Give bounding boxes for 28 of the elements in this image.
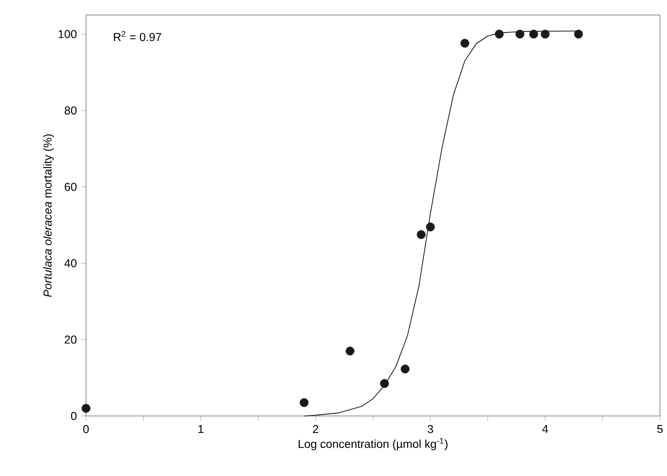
point — [494, 30, 504, 39]
point — [529, 30, 538, 39]
y-tick-label: 0 — [71, 412, 77, 420]
y-tick-label: 40 — [64, 259, 77, 268]
point — [540, 30, 550, 39]
point — [426, 222, 435, 232]
point — [400, 364, 410, 374]
x-tick-label: 2 — [312, 425, 318, 434]
y-axis-title: Portulaca oleracea mortality (%) — [43, 134, 54, 297]
x-tick-label: 1 — [198, 425, 204, 433]
y-tick-label: 60 — [64, 182, 77, 191]
annotation: R$^{2}$ = 0.97 — [114, 31, 162, 42]
x-tick-label: 0 — [83, 425, 89, 434]
point — [460, 38, 470, 48]
point — [380, 379, 389, 388]
x-tick-label: 3 — [428, 425, 434, 434]
point — [574, 30, 583, 39]
y-tick-label: 20 — [64, 336, 77, 344]
x-tick-label: 5 — [657, 425, 663, 434]
y-tick-label: 100 — [58, 30, 77, 38]
point — [300, 398, 309, 408]
y-tick-label: 80 — [64, 106, 77, 115]
point — [346, 346, 354, 356]
x-tick-label: 4 — [542, 425, 548, 433]
x-axis-title: Log concentration (µmol kg$^{-1}$) — [298, 438, 448, 450]
point — [516, 30, 524, 39]
point — [82, 404, 90, 413]
point — [416, 230, 426, 239]
